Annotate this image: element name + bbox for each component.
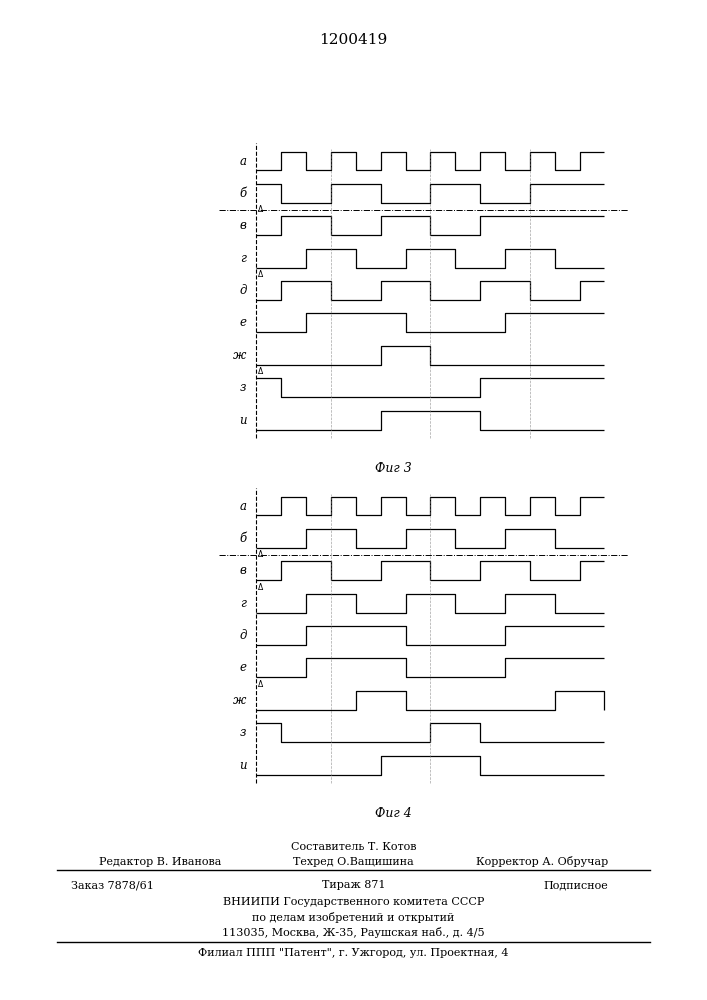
Text: 1200419: 1200419 xyxy=(320,33,387,47)
Text: а: а xyxy=(240,500,247,513)
Text: г: г xyxy=(240,252,247,265)
Text: з: з xyxy=(240,726,247,739)
Text: д: д xyxy=(239,629,247,642)
Text: Δ: Δ xyxy=(257,205,263,214)
Text: Заказ 7878/61: Заказ 7878/61 xyxy=(71,880,153,890)
Text: ВНИИПИ Государственного комитета СССР: ВНИИПИ Государственного комитета СССР xyxy=(223,897,484,907)
Text: д: д xyxy=(239,284,247,297)
Text: а: а xyxy=(240,155,247,168)
Text: е: е xyxy=(240,661,247,674)
Text: Техред О.Ващишина: Техред О.Ващишина xyxy=(293,857,414,867)
Text: Δ: Δ xyxy=(257,270,263,279)
Text: г: г xyxy=(240,597,247,610)
Text: б: б xyxy=(240,187,247,200)
Text: ж: ж xyxy=(233,349,247,362)
Text: Филиал ППП "Патент", г. Ужгород, ул. Проектная, 4: Филиал ППП "Патент", г. Ужгород, ул. Про… xyxy=(198,948,509,958)
Text: Корректор А. Обручар: Корректор А. Обручар xyxy=(476,856,608,867)
Text: з: з xyxy=(240,381,247,394)
Text: е: е xyxy=(240,316,247,329)
Text: 113035, Москва, Ж-35, Раушская наб., д. 4/5: 113035, Москва, Ж-35, Раушская наб., д. … xyxy=(222,927,485,938)
Text: и: и xyxy=(239,759,247,772)
Text: Δ: Δ xyxy=(257,367,263,376)
Text: Фиг 3: Фиг 3 xyxy=(375,462,411,475)
Text: Фиг 4: Фиг 4 xyxy=(375,807,411,820)
Text: Тираж 871: Тираж 871 xyxy=(322,880,385,890)
Text: ж: ж xyxy=(233,694,247,707)
Text: в: в xyxy=(240,564,247,577)
Text: по делам изобретений и открытий: по делам изобретений и открытий xyxy=(252,912,455,923)
Text: Редактор В. Иванова: Редактор В. Иванова xyxy=(99,857,221,867)
Text: в: в xyxy=(240,219,247,232)
Text: б: б xyxy=(240,532,247,545)
Text: Составитель Т. Котов: Составитель Т. Котов xyxy=(291,842,416,852)
Text: и: и xyxy=(239,414,247,427)
Text: Δ: Δ xyxy=(257,583,263,592)
Text: Δ: Δ xyxy=(257,680,263,689)
Text: Δ: Δ xyxy=(257,550,263,559)
Text: Подписное: Подписное xyxy=(543,880,608,890)
